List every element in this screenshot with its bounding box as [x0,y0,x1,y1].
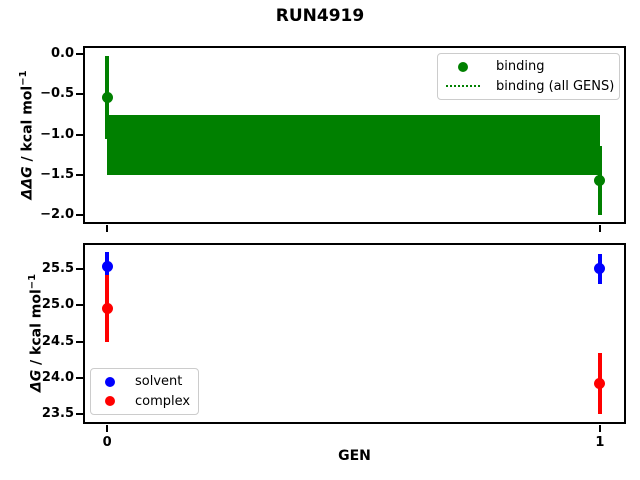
legend-label: binding [496,59,545,75]
legend-handle [99,376,121,387]
x-tick-label: 0 [102,435,112,450]
y-tick-label: −1.0 [40,126,74,142]
legend-label: binding (all GENS) [496,78,615,94]
binding-marker-icon [458,61,468,72]
y-tick-label: 24.5 [41,333,74,349]
legend-item-binding-all-gens: binding (all GENS) [446,77,615,97]
y-tick-label: −1.5 [40,166,74,182]
legend-label: complex [135,393,191,409]
dg-legend: solvent complex [90,368,199,415]
data-point-binding [594,174,606,186]
legend-item-complex: complex [99,392,190,412]
x-tick [598,425,601,432]
y-tick-label: −0.5 [40,86,74,102]
y-tick [76,214,83,217]
y-tick-label: 24.0 [41,369,74,385]
data-point-solvent [101,260,113,272]
y-tick [76,340,83,343]
x-tick [106,425,109,432]
data-point-solvent [594,263,606,275]
confidence-band [107,115,600,175]
legend-label: solvent [135,374,183,390]
legend-handle [446,85,480,88]
data-point-complex [594,377,606,389]
y-tick [76,173,83,176]
data-point-complex [101,302,113,314]
y-tick-label: 25.5 [41,260,74,276]
ddg-legend: binding binding (all GENS) [437,53,620,100]
solvent-marker-icon [105,376,115,387]
y-tick [76,304,83,307]
x-axis-label: GEN [338,448,371,464]
dg-axes-frame [83,243,626,424]
x-tick-label: 1 [595,435,605,450]
y-tick-label: 0.0 [50,46,74,61]
y-tick [76,53,83,55]
legend-item-binding: binding [446,57,611,77]
y-tick [76,133,83,136]
y-tick [76,267,83,270]
y-tick [76,93,83,96]
x-tick [598,225,601,232]
ddg-y-axis-label-exponent: −1 [18,70,29,86]
figure-title: RUN4919 [275,6,365,26]
legend-item-solvent: solvent [99,372,190,392]
y-tick-label: 23.5 [41,406,74,422]
x-tick [106,225,109,232]
complex-marker-icon [105,396,115,407]
legend-handle [446,61,480,72]
data-point-binding [101,91,113,103]
y-tick [76,376,83,379]
ddg-axes-frame [83,46,626,224]
y-tick [76,413,83,416]
y-tick-label: 25.0 [41,297,74,313]
legend-handle [99,396,121,407]
dotted-line-icon [446,85,480,88]
y-tick-label: −2.0 [40,207,74,223]
